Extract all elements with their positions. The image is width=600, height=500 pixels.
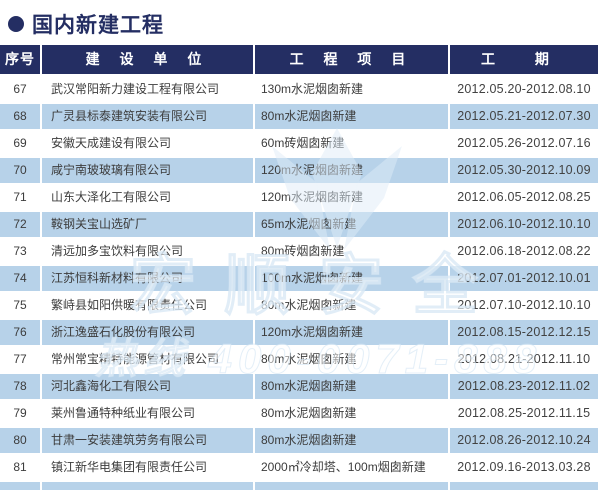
column-header-2: 工 程 项 目 [255,45,448,74]
cell-company-name: 清远加多宝饮料有限公司 [51,244,184,258]
table-row: 67 武汉常阳新力建设工程有限公司 130m水泥烟囱新建 2012.05.20-… [0,77,600,102]
cell-construction-period: 2012.08.23-2012.11.02 [450,374,598,399]
cell-company-name: 安徽天成建设有限公司 [51,136,172,150]
cell-row-number: 80 [0,428,40,453]
cell-project-name: 80m水泥烟囱新建 [261,406,357,420]
cell-project-name: 80m水泥烟囱新建 [255,374,448,399]
cell-project-name: 80m水泥烟囱新建 [261,298,357,312]
bullet-icon [8,16,24,32]
cell-construction-period: 2012.08.21-2012.11.10 [457,352,591,366]
cell-company-name: 繁峙县如阳供暖有限责任公司 [51,298,208,312]
column-header-1: 建 设 单 位 [42,45,253,74]
column-header-0: 序号 [0,45,40,74]
cell-row-number: 68 [0,104,40,129]
cell-project-name: 65m水泥烟囱新建 [255,212,448,237]
cell-project-name: 80m砖烟囱新建 [261,244,345,258]
cell-project-name: 120m水泥烟囱新建 [255,320,448,345]
cell-construction-period: 2012.09.16-2013.03.28 [457,460,591,474]
cell-row-number: 75 [13,298,27,312]
cell-company-name: 镇江新华电集团有限责任公司 [51,460,208,474]
cell-project-name: 80m水泥烟囱新建 [255,104,448,129]
cell-row-number: 72 [0,212,40,237]
cell-construction-period: 2012.05.21-2012.07.30 [450,104,598,129]
cell-row-number: 77 [13,352,27,366]
cell-company-name: 武汉常阳新力建设工程有限公司 [51,82,220,96]
cell-construction-period: 2012.05.20-2012.08.10 [457,82,591,96]
cell-construction-period: 2012.07.10-2012.10.10 [457,298,591,312]
cell-company-name: 广灵县标泰建筑安装有限公司 [42,104,253,129]
cell-row-number: 79 [13,406,27,420]
table-row: 72 鞍钢关宝山选矿厂 65m水泥烟囱新建 2012.06.10-2012.10… [0,212,600,237]
table-row: 69 安徽天成建设有限公司 60m砖烟囱新建 2012.05.26-2012.0… [0,131,600,156]
cell-company-name: 咸宁南玻玻璃有限公司 [42,158,253,183]
table-row: 78 河北鑫海化工有限公司 80m水泥烟囱新建 2012.08.23-2012.… [0,374,600,399]
table-row-partial [0,482,600,490]
table-body: 67 武汉常阳新力建设工程有限公司 130m水泥烟囱新建 2012.05.20-… [0,77,600,480]
cell-company [42,482,253,490]
cell-project-name: 100m水泥烟囱新建 [255,266,448,291]
table-row: 70 咸宁南玻玻璃有限公司 120m水泥烟囱新建 2012.05.30-2012… [0,158,600,183]
cell-row-number: 67 [13,82,27,96]
cell-row-number: 71 [13,190,27,204]
table-row: 74 江苏恒科新材料有限公司 100m水泥烟囱新建 2012.07.01-201… [0,266,600,291]
cell-row-number: 69 [13,136,27,150]
cell-company-name: 甘肃一安装建筑劳务有限公司 [42,428,253,453]
cell-project [255,482,448,490]
cell-project-name: 80m水泥烟囱新建 [261,352,357,366]
cell-row-number: 70 [0,158,40,183]
table-row: 77 常州常宝精特能源管材有限公司 80m水泥烟囱新建 2012.08.21-2… [0,347,600,372]
cell-project-name: 80m水泥烟囱新建 [255,428,448,453]
cell-project-name: 120m水泥烟囱新建 [261,190,364,204]
cell-project-name: 2000㎡冷却塔、100m烟囱新建 [261,460,426,474]
cell-project-name: 120m水泥烟囱新建 [255,158,448,183]
cell-company-name: 山东大泽化工有限公司 [51,190,172,204]
cell-construction-period: 2012.08.15-2012.12.15 [450,320,598,345]
cell-no [0,482,40,490]
table-row: 80 甘肃一安装建筑劳务有限公司 80m水泥烟囱新建 2012.08.26-20… [0,428,600,453]
cell-construction-period: 2012.05.30-2012.10.09 [450,158,598,183]
table-row: 81 镇江新华电集团有限责任公司 2000㎡冷却塔、100m烟囱新建 2012.… [0,455,600,480]
cell-construction-period: 2012.06.10-2012.10.10 [450,212,598,237]
table-row: 75 繁峙县如阳供暖有限责任公司 80m水泥烟囱新建 2012.07.10-20… [0,293,600,318]
cell-row-number: 74 [0,266,40,291]
cell-period [450,482,598,490]
cell-row-number: 78 [0,374,40,399]
cell-row-number: 81 [13,460,27,474]
cell-company-name: 常州常宝精特能源管材有限公司 [51,352,220,366]
page-title: 国内新建工程 [32,14,164,37]
table-header-row: 序号建 设 单 位工 程 项 目工 期 [0,45,600,74]
column-header-3: 工 期 [450,45,598,74]
table-row: 71 山东大泽化工有限公司 120m水泥烟囱新建 2012.06.05-2012… [0,185,600,210]
cell-company-name: 河北鑫海化工有限公司 [42,374,253,399]
cell-construction-period: 2012.08.26-2012.10.24 [450,428,598,453]
cell-project-name: 60m砖烟囱新建 [261,136,345,150]
cell-construction-period: 2012.06.05-2012.08.25 [457,190,591,204]
cell-row-number: 76 [0,320,40,345]
table-row: 68 广灵县标泰建筑安装有限公司 80m水泥烟囱新建 2012.05.21-20… [0,104,600,129]
table-row: 73 清远加多宝饮料有限公司 80m砖烟囱新建 2012.06.18-2012.… [0,239,600,264]
cell-construction-period: 2012.07.01-2012.10.01 [450,266,598,291]
cell-construction-period: 2012.08.25-2012.11.15 [457,406,591,420]
cell-construction-period: 2012.06.18-2012.08.22 [457,244,591,258]
cell-project-name: 130m水泥烟囱新建 [261,82,364,96]
cell-construction-period: 2012.05.26-2012.07.16 [457,136,591,150]
table-row: 79 莱州鲁通特种纸业有限公司 80m水泥烟囱新建 2012.08.25-201… [0,401,600,426]
cell-company-name: 鞍钢关宝山选矿厂 [42,212,253,237]
section-title-bar: 国内新建工程 [0,0,600,45]
cell-row-number: 73 [13,244,27,258]
cell-company-name: 莱州鲁通特种纸业有限公司 [51,406,196,420]
cell-company-name: 浙江逸盛石化股份有限公司 [42,320,253,345]
cell-company-name: 江苏恒科新材料有限公司 [42,266,253,291]
table-row: 76 浙江逸盛石化股份有限公司 120m水泥烟囱新建 2012.08.15-20… [0,320,600,345]
